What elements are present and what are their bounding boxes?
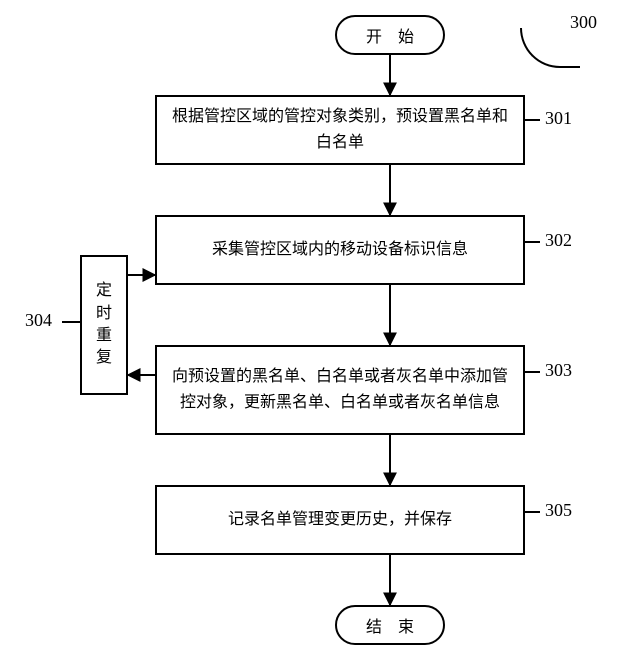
label-304: 304: [25, 310, 52, 331]
step-303-text: 向预设置的黑名单、白名单或者灰名单中添加管控对象，更新黑名单、白名单或者灰名单信…: [169, 364, 511, 415]
step-301-node: 根据管控区域的管控对象类别，预设置黑名单和白名单: [155, 95, 525, 165]
label-302: 302: [545, 230, 572, 251]
ref-curve-300: [520, 28, 580, 68]
start-node: 开 始: [335, 15, 445, 55]
end-node: 结 束: [335, 605, 445, 645]
label-305: 305: [545, 500, 572, 521]
label-300: 300: [570, 12, 597, 33]
step-302-text: 采集管控区域内的移动设备标识信息: [212, 237, 468, 263]
label-301: 301: [545, 108, 572, 129]
label-303: 303: [545, 360, 572, 381]
step-305-text: 记录名单管理变更历史，并保存: [228, 507, 452, 533]
start-label: 开 始: [366, 23, 420, 47]
step-304-text: 定时重复: [96, 280, 112, 370]
step-305-node: 记录名单管理变更历史，并保存: [155, 485, 525, 555]
flowchart-canvas: 开 始 结 束 根据管控区域的管控对象类别，预设置黑名单和白名单 采集管控区域内…: [0, 0, 633, 659]
step-301-text: 根据管控区域的管控对象类别，预设置黑名单和白名单: [169, 104, 511, 155]
step-302-node: 采集管控区域内的移动设备标识信息: [155, 215, 525, 285]
end-label: 结 束: [366, 613, 420, 637]
step-303-node: 向预设置的黑名单、白名单或者灰名单中添加管控对象，更新黑名单、白名单或者灰名单信…: [155, 345, 525, 435]
step-304-node: 定时重复: [80, 255, 128, 395]
